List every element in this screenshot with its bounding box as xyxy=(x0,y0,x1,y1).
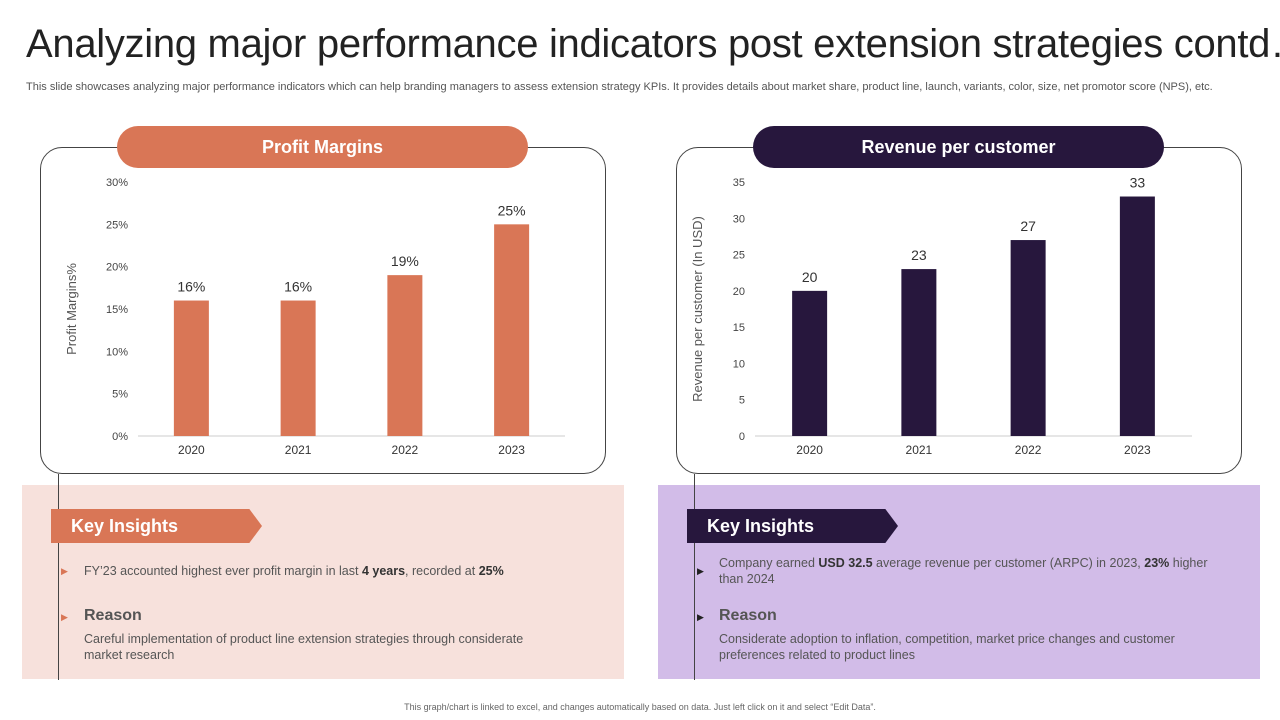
x-tick-label: 2020 xyxy=(178,443,205,457)
x-tick-label: 2023 xyxy=(1124,443,1151,457)
x-tick-label: 2023 xyxy=(498,443,525,457)
data-label: 20 xyxy=(802,269,818,285)
y-tick-label: 30 xyxy=(733,213,745,225)
data-label: 16% xyxy=(284,279,312,295)
x-tick-label: 2020 xyxy=(796,443,823,457)
revenue-connector-line xyxy=(694,474,695,680)
revenue-key-insights-tag: Key Insights xyxy=(687,509,898,543)
revenue-reason-text: Considerate adoption to inflation, compe… xyxy=(719,632,1175,662)
revenue-insight-point: Company earned USD 32.5 average revenue … xyxy=(719,556,1208,586)
bar-2021[interactable] xyxy=(901,269,937,436)
profit-margins-header: Profit Margins xyxy=(117,126,528,168)
footer-note: This graph/chart is linked to excel, and… xyxy=(404,702,876,712)
y-axis-title: Profit Margins% xyxy=(64,263,79,355)
bullet-arrow-icon: ▶ xyxy=(697,612,704,622)
y-tick-label: 0% xyxy=(112,431,128,443)
y-tick-label: 15% xyxy=(106,304,128,316)
profit-margins-chart[interactable]: 0% 5% 10% 15% 20% 25% 30% Profit Margins% 16% 202… xyxy=(40,168,606,468)
revenue-reason-heading: Reason xyxy=(719,607,777,624)
bullet-arrow-icon: ▶ xyxy=(697,566,704,576)
bar-2020[interactable] xyxy=(792,290,828,436)
data-label: 16% xyxy=(177,279,205,295)
profit-key-insights-tag: Key Insights xyxy=(51,509,262,543)
y-tick-label: 30% xyxy=(106,177,128,189)
profit-reason-text: Careful implementation of product line e… xyxy=(84,632,524,662)
y-tick-label: 25% xyxy=(106,219,128,231)
x-tick-label: 2022 xyxy=(1015,443,1042,457)
y-tick-label: 20% xyxy=(106,262,128,274)
profit-reason-heading: Reason xyxy=(84,607,142,624)
data-label: 23 xyxy=(911,247,927,263)
bullet-arrow-icon: ▶ xyxy=(61,566,68,576)
y-tick-label: 25 xyxy=(733,250,745,262)
y-tick-label: 10% xyxy=(106,346,128,358)
y-tick-label: 20 xyxy=(733,286,745,298)
data-label: 27 xyxy=(1020,218,1036,234)
y-tick-label: 35 xyxy=(733,177,745,189)
bar-2023[interactable] xyxy=(494,224,530,436)
profit-connector-line xyxy=(58,474,59,680)
y-tick-label: 5 xyxy=(739,395,745,407)
x-tick-label: 2021 xyxy=(285,443,312,457)
y-tick-label: 0 xyxy=(739,431,745,443)
page-subtitle: This slide showcases analyzing major per… xyxy=(26,81,1213,93)
bar-2022[interactable] xyxy=(1010,240,1046,436)
data-label: 25% xyxy=(498,202,526,218)
profit-insight-point: FY’23 accounted highest ever profit marg… xyxy=(84,564,504,578)
revenue-per-customer-header: Revenue per customer xyxy=(753,126,1164,168)
data-label: 33 xyxy=(1130,175,1146,191)
bar-2021[interactable] xyxy=(280,300,316,436)
revenue-per-customer-chart[interactable]: 0 5 10 15 20 25 30 35 Revenue per customer (In U… xyxy=(676,168,1242,468)
bullet-arrow-icon: ▶ xyxy=(61,612,68,622)
page-title: Analyzing major performance indicators p… xyxy=(26,22,1280,66)
bar-2022[interactable] xyxy=(387,275,423,436)
y-tick-label: 15 xyxy=(733,322,745,334)
x-tick-label: 2021 xyxy=(906,443,933,457)
bar-2023[interactable] xyxy=(1119,196,1155,436)
y-axis-title: Revenue per customer (In USD) xyxy=(690,216,705,402)
y-tick-label: 5% xyxy=(112,389,128,401)
data-label: 19% xyxy=(391,253,419,269)
y-tick-label: 10 xyxy=(733,358,745,370)
x-tick-label: 2022 xyxy=(392,443,419,457)
bar-2020[interactable] xyxy=(173,300,209,436)
